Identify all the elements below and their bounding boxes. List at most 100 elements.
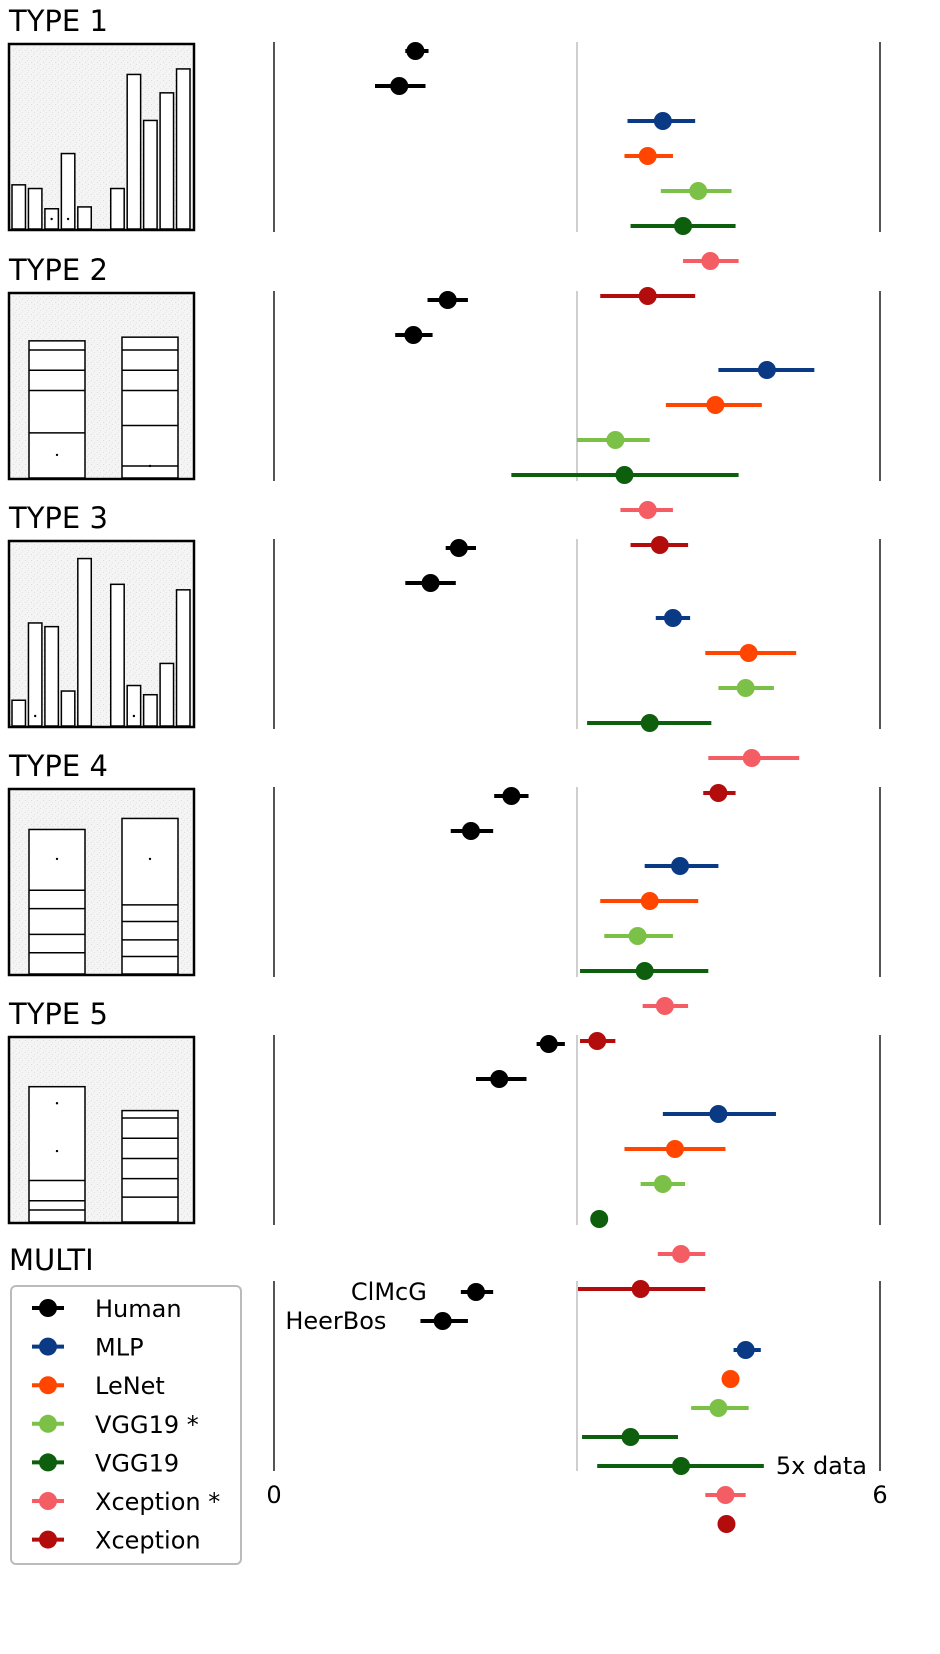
marker [701,252,720,270]
thumbnail-bar [175,589,191,727]
data-point [640,1175,686,1193]
marker [671,857,690,875]
thumbnail-dot [148,464,152,468]
data-point [627,112,696,130]
thumbnail-bar [77,557,93,727]
thumbnail-bar [142,693,158,727]
thumbnail-bar [60,690,76,727]
marker [672,1457,691,1475]
thumbnail-stack-right [121,1109,179,1223]
data-point: 5x data [597,1452,867,1480]
marker [421,574,440,592]
marker [588,1032,607,1050]
data-point: ClMcG [351,1278,494,1306]
data-point [733,1341,761,1359]
legend-entry: Xception * [32,1488,220,1516]
legend-entry: VGG19 * [32,1411,199,1439]
data-point [624,1140,726,1158]
marker [709,784,728,802]
thumbnail-bar [27,187,43,230]
marker [736,1341,755,1359]
data-point [587,714,712,732]
panel-1: TYPE 1 [7,4,881,305]
marker [709,1105,728,1123]
data-point [718,679,774,697]
marker [539,1035,558,1053]
data-point [630,217,736,235]
marker [716,1486,735,1504]
legend-box [10,1285,242,1565]
marker [689,182,708,200]
x-tick-label: 6 [872,1481,887,1509]
data-point [655,609,691,627]
marker [621,1428,640,1446]
panel-title: TYPE 4 [8,749,108,783]
marker [638,501,657,519]
marker [615,466,634,484]
data-point: HeerBos [285,1307,468,1335]
legend-marker [39,1453,57,1472]
data-point [395,326,433,344]
data-point [590,1210,609,1228]
data-point [705,1486,746,1504]
marker [655,997,674,1015]
marker [638,287,657,305]
thumbnail-bar [159,92,175,230]
panel-title: MULTI [9,1243,94,1277]
thumbnail-dot [50,217,53,221]
point-annotation: HeerBos [285,1307,386,1335]
marker [590,1210,609,1228]
legend-entry: MLP [32,1334,144,1362]
marker [461,822,480,840]
data-point [600,287,696,305]
thumbnail-bar [60,152,76,230]
thumbnail-bar [126,73,142,230]
thumbnail-bar [11,699,27,727]
data-point [582,1428,678,1446]
thumbnail-stack-left [28,1085,86,1223]
data-point [375,77,426,95]
marker [467,1283,485,1301]
thumbnail-bar [27,622,43,727]
legend-entry: Xception [32,1527,201,1555]
data-point [691,1399,749,1417]
panel-title: TYPE 3 [8,501,108,535]
marker [640,892,659,910]
legend-label: MLP [95,1334,144,1362]
data-point [717,1515,736,1533]
panel-4: TYPE 4 [7,749,881,1050]
marker [674,217,693,235]
data-point [705,644,797,662]
legend-entry: VGG19 [32,1449,179,1477]
thumbnail-bar [142,119,158,230]
legend-entry: LeNet [32,1372,165,1400]
thumbnail-bar [44,625,60,727]
marker [390,77,409,95]
data-point [494,787,529,805]
panels-layer: TYPE 1 TYPE 2 TYPE 3 TYPE 4 TYPE 5 MULTI ClMcG… [7,4,888,1533]
data-point [476,1070,527,1088]
stimulus-thumbnail [7,1035,196,1225]
panel-title: TYPE 2 [8,253,108,287]
data-point [683,252,739,270]
thumbnail-bar [159,662,175,727]
data-point [630,536,689,554]
marker [653,112,672,130]
thumbnail-bar [126,684,142,727]
marker [606,431,625,449]
legend-marker [39,1530,57,1549]
thumbnail-dot [66,217,70,221]
data-point [662,1105,776,1123]
panel-title: TYPE 1 [8,4,108,38]
marker [757,361,776,379]
marker [438,291,457,309]
marker [663,609,682,627]
thumbnail-bar [109,583,125,727]
data-point [577,431,650,449]
data-point [620,501,673,519]
marker [721,1370,740,1388]
data-point [703,784,736,802]
marker [631,1280,650,1298]
